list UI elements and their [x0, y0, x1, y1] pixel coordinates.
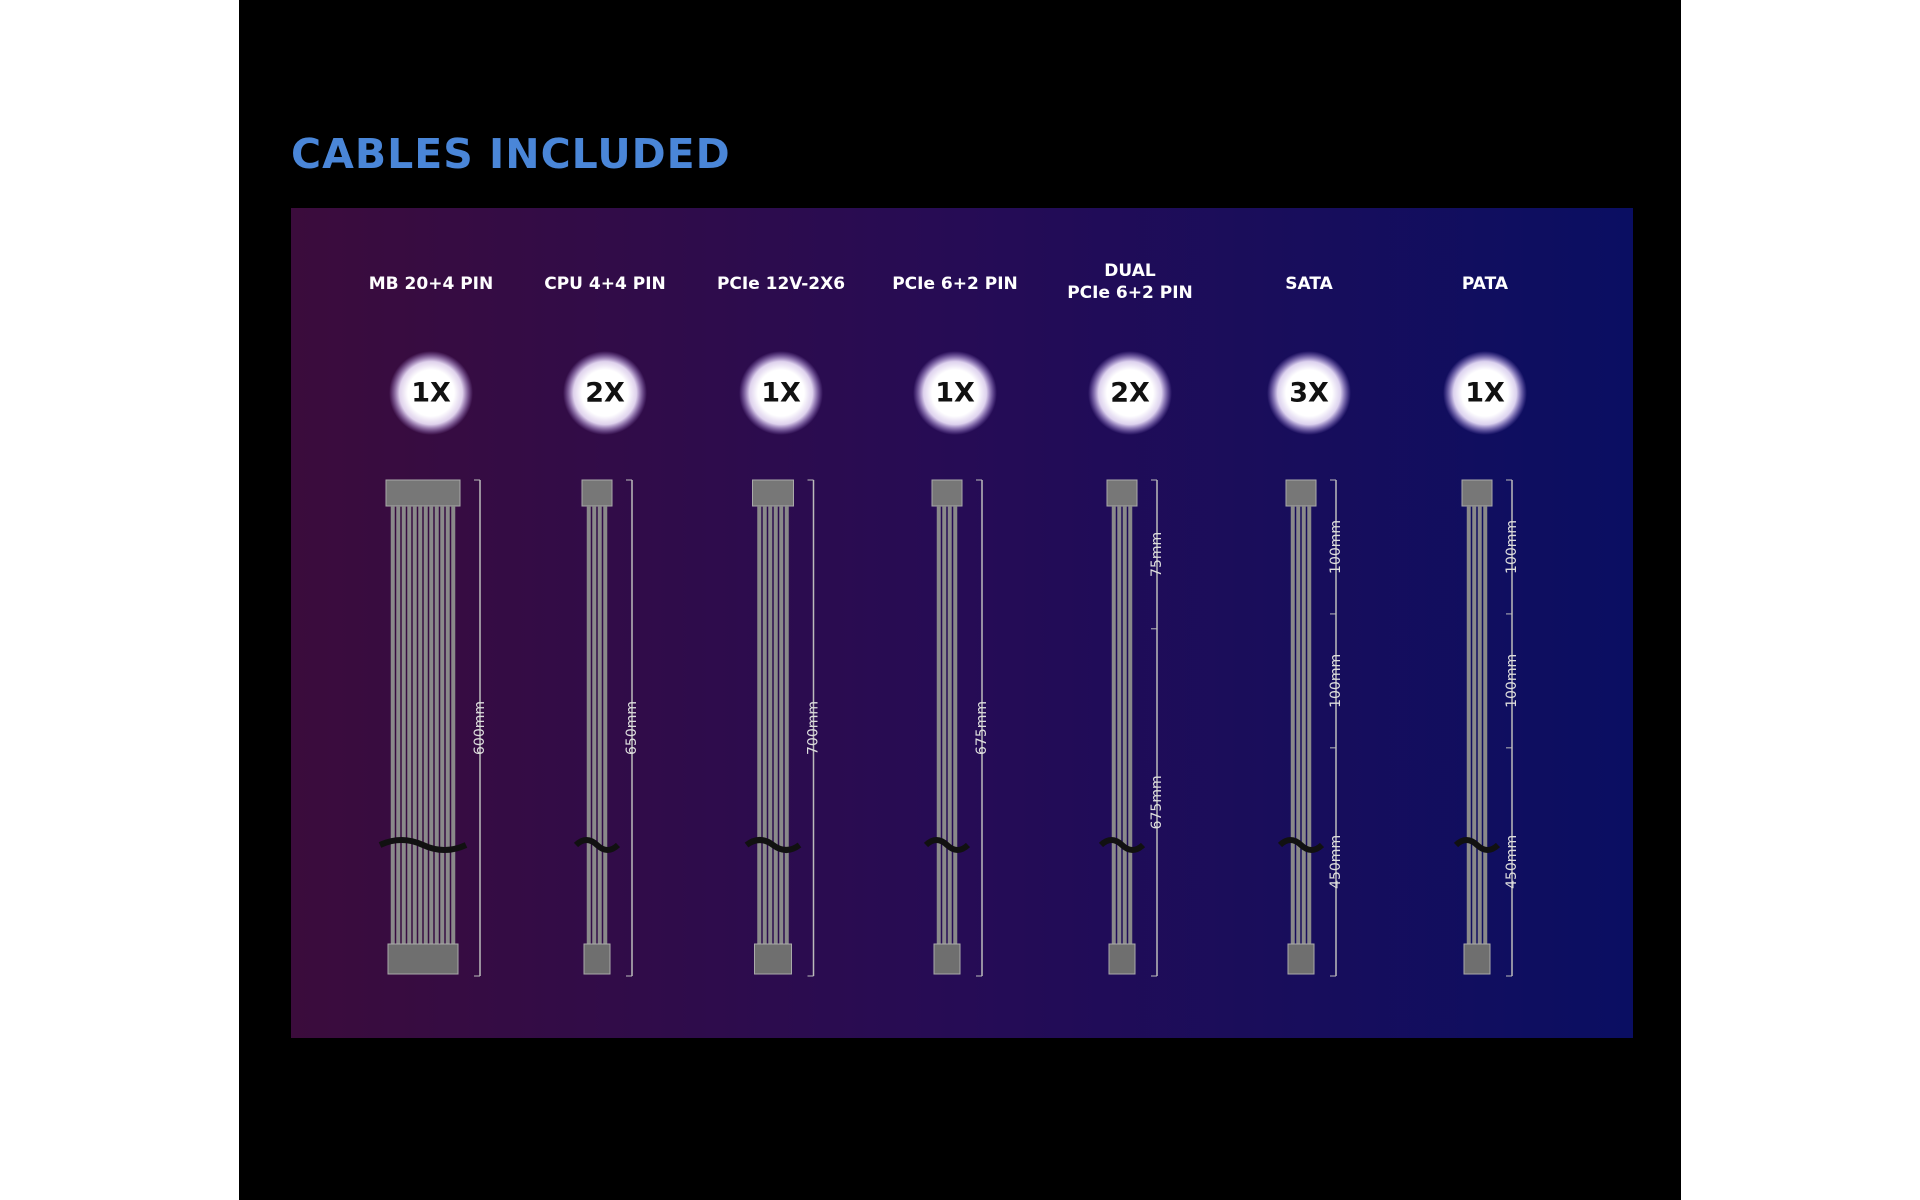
- break-mark: [923, 837, 971, 853]
- connector: [1106, 479, 1138, 507]
- page-title: CABLES INCLUDED: [291, 130, 731, 178]
- break-mark: [744, 837, 802, 853]
- length-label: 100mm: [1504, 654, 1520, 708]
- connector: [931, 479, 963, 507]
- cable-label: PCIe 6+2 PIN: [892, 274, 1018, 294]
- connector: [385, 479, 461, 507]
- length-label: 100mm: [1504, 520, 1520, 574]
- length-label: 675mm: [974, 701, 990, 755]
- cable-label: MB 20+4 PIN: [369, 274, 493, 294]
- count-badge: [1088, 351, 1172, 435]
- connector: [387, 943, 459, 975]
- cable-column: PCIe 12V-2X6 1X 700mm: [717, 274, 845, 977]
- count-badge: [563, 351, 647, 435]
- cable-label: PATA: [1462, 274, 1509, 294]
- count-text: 1X: [935, 378, 975, 409]
- count-badge: [739, 351, 823, 435]
- count-text: 3X: [1289, 378, 1329, 409]
- connector: [1461, 479, 1493, 507]
- break-mark: [378, 837, 468, 853]
- connector: [1287, 943, 1315, 975]
- connector: [583, 943, 611, 975]
- connector: [1463, 943, 1491, 975]
- length-label: 450mm: [1328, 835, 1344, 889]
- break-mark: [573, 837, 621, 853]
- cable-column: PATA 1X 100mm 100mm 450mm: [1443, 274, 1527, 977]
- length-label: 600mm: [472, 701, 488, 755]
- break-mark: [1453, 837, 1501, 853]
- connector: [752, 479, 794, 507]
- connector: [1285, 479, 1317, 507]
- length-label: 100mm: [1328, 520, 1344, 574]
- cable-label: PCIe 6+2 PIN: [1067, 283, 1193, 303]
- cable-label: DUAL: [1104, 261, 1156, 281]
- length-label: 650mm: [624, 701, 640, 755]
- break-mark: [1277, 837, 1325, 853]
- cable-column: MB 20+4 PIN 1X 600mm: [369, 274, 493, 977]
- count-text: 1X: [411, 378, 451, 409]
- cable-column: CPU 4+4 PIN 2X 650mm: [544, 274, 666, 977]
- length-label: 100mm: [1328, 654, 1344, 708]
- length-label: 675mm: [1149, 775, 1165, 829]
- count-text: 2X: [585, 378, 625, 409]
- connector: [754, 943, 792, 975]
- cable-columns: MB 20+4 PIN 1X 600mm CPU 4+4 PIN 2X 650mm PCIe…: [369, 261, 1527, 977]
- break-mark: [1098, 837, 1146, 853]
- cable-column: PCIe 6+2 PIN 1X 675mm: [892, 274, 1018, 977]
- cable-label: SATA: [1285, 274, 1333, 294]
- cable-label: PCIe 12V-2X6: [717, 274, 845, 294]
- length-label: 75mm: [1149, 532, 1165, 577]
- panel: [291, 208, 1633, 1038]
- count-text: 2X: [1110, 378, 1150, 409]
- count-badge: [913, 351, 997, 435]
- length-label: 700mm: [806, 701, 822, 755]
- connector: [581, 479, 613, 507]
- count-badge: [389, 351, 473, 435]
- count-text: 1X: [761, 378, 801, 409]
- connector: [1108, 943, 1136, 975]
- count-text: 1X: [1465, 378, 1505, 409]
- count-badge: [1443, 351, 1527, 435]
- cable-column: SATA 3X 100mm 100mm 450mm: [1267, 274, 1351, 977]
- connector: [933, 943, 961, 975]
- count-badge: [1267, 351, 1351, 435]
- length-label: 450mm: [1504, 835, 1520, 889]
- cable-label: CPU 4+4 PIN: [544, 274, 666, 294]
